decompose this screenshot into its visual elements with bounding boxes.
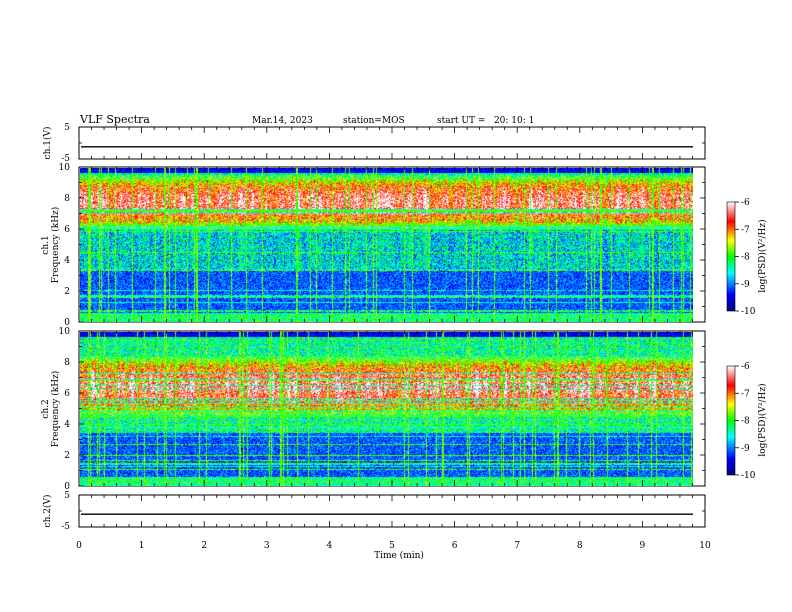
y-tick-label: 6: [64, 225, 70, 235]
frequency-tick-labels: 0 2 4 6 8 10: [59, 163, 71, 328]
x-axis-label: Time (min): [374, 550, 424, 561]
date-label: Mar.14, 2023: [252, 116, 313, 126]
colorbar-tick-label: -9: [741, 280, 750, 290]
y-tick-label: 4: [64, 256, 70, 266]
colorbar-tick-label: -7: [741, 225, 750, 235]
colorbar-label: log(PSD)(V²/Hz): [757, 383, 768, 456]
spectrogram-ticks: [78, 166, 706, 323]
y-tick-label: -5: [61, 154, 70, 164]
spectrogram-image: [80, 168, 693, 322]
waveform-ticks: [78, 126, 706, 160]
x-tick-label: 8: [577, 541, 583, 551]
x-tick-label: 9: [640, 541, 646, 551]
start-time-label: start UT = 20: 10: 1: [437, 116, 534, 126]
waveform-panel-ch2: 5 -5 ch.2(V): [42, 491, 706, 532]
y-axis-label: ch.2(V): [42, 495, 53, 528]
x-tick-label: 1: [139, 541, 145, 551]
y-tick-label: 6: [64, 389, 70, 399]
colorbar-gradient: [726, 201, 736, 312]
y-axis-label: ch.1Frequency (kHz): [41, 207, 61, 284]
y-tick-label: 2: [64, 287, 70, 297]
colorbar-ticks: -6 -7 -8 -9 -10: [735, 362, 756, 481]
colorbar-tick-label: -10: [741, 307, 756, 317]
y-tick-label: -5: [61, 522, 70, 532]
y-tick-label: 5: [64, 491, 70, 501]
x-tick-label: 7: [514, 541, 520, 551]
frequency-tick-labels: 0 2 4 6 8 10: [59, 327, 71, 492]
figure-title: VLF Spectra: [79, 113, 150, 126]
y-tick-label: 2: [64, 451, 70, 461]
x-tick-label: 2: [201, 541, 207, 551]
y-tick-label: 5: [64, 123, 70, 133]
colorbar-gradient: [726, 365, 736, 476]
y-tick-label: 8: [64, 358, 70, 368]
station-label: station=MOS: [343, 116, 405, 126]
colorbar-ch2: -6 -7 -8 -9 -10 log(PSD)(V²/Hz): [726, 362, 768, 481]
spectrogram-image: [80, 332, 693, 486]
x-tick-label: 6: [452, 541, 458, 551]
x-tick-label: 0: [76, 541, 82, 551]
x-tick-label: 10: [699, 541, 711, 551]
y-tick-label: 0: [64, 318, 70, 328]
colorbar-tick-label: -10: [741, 471, 756, 481]
colorbar-tick-label: -8: [741, 417, 750, 427]
colorbar-tick-label: -6: [741, 198, 750, 208]
y-axis-label: ch.1(V): [42, 127, 53, 160]
y-tick-label: 10: [59, 163, 71, 173]
colorbar-label: log(PSD)(V²/Hz): [757, 219, 768, 292]
waveform-panel-ch1: 5 -5 ch.1(V): [42, 123, 706, 164]
y-axis-label: ch.2Frequency (kHz): [41, 371, 61, 448]
colorbar-tick-label: -6: [741, 362, 750, 372]
spectrogram-panel-ch2: 0 2 4 6 8 10 ch.2Frequency (kHz): [41, 327, 706, 492]
x-tick-label: 4: [327, 541, 333, 551]
colorbar-tick-label: -7: [741, 389, 750, 399]
spectrogram-panel-ch1: 0 2 4 6 8 10 ch.1Frequency (kHz): [41, 163, 706, 328]
colorbar-tick-label: -8: [741, 253, 750, 263]
spectrogram-ticks: [78, 330, 706, 487]
y-tick-label: 10: [59, 327, 71, 337]
colorbar-ticks: -6 -7 -8 -9 -10: [735, 198, 756, 317]
y-tick-label: 4: [64, 420, 70, 430]
x-tick-label: 3: [264, 541, 270, 551]
y-tick-label: 0: [64, 482, 70, 492]
waveform-ticks: [78, 494, 706, 528]
y-tick-label: 8: [64, 194, 70, 204]
x-tick-labels: 0 1 2 3 4 5 6 7 8 9 10: [76, 541, 711, 551]
x-tick-label: 5: [389, 541, 395, 551]
colorbar-tick-label: -9: [741, 444, 750, 454]
colorbar-ch1: -6 -7 -8 -9 -10 log(PSD)(V²/Hz): [726, 198, 768, 317]
